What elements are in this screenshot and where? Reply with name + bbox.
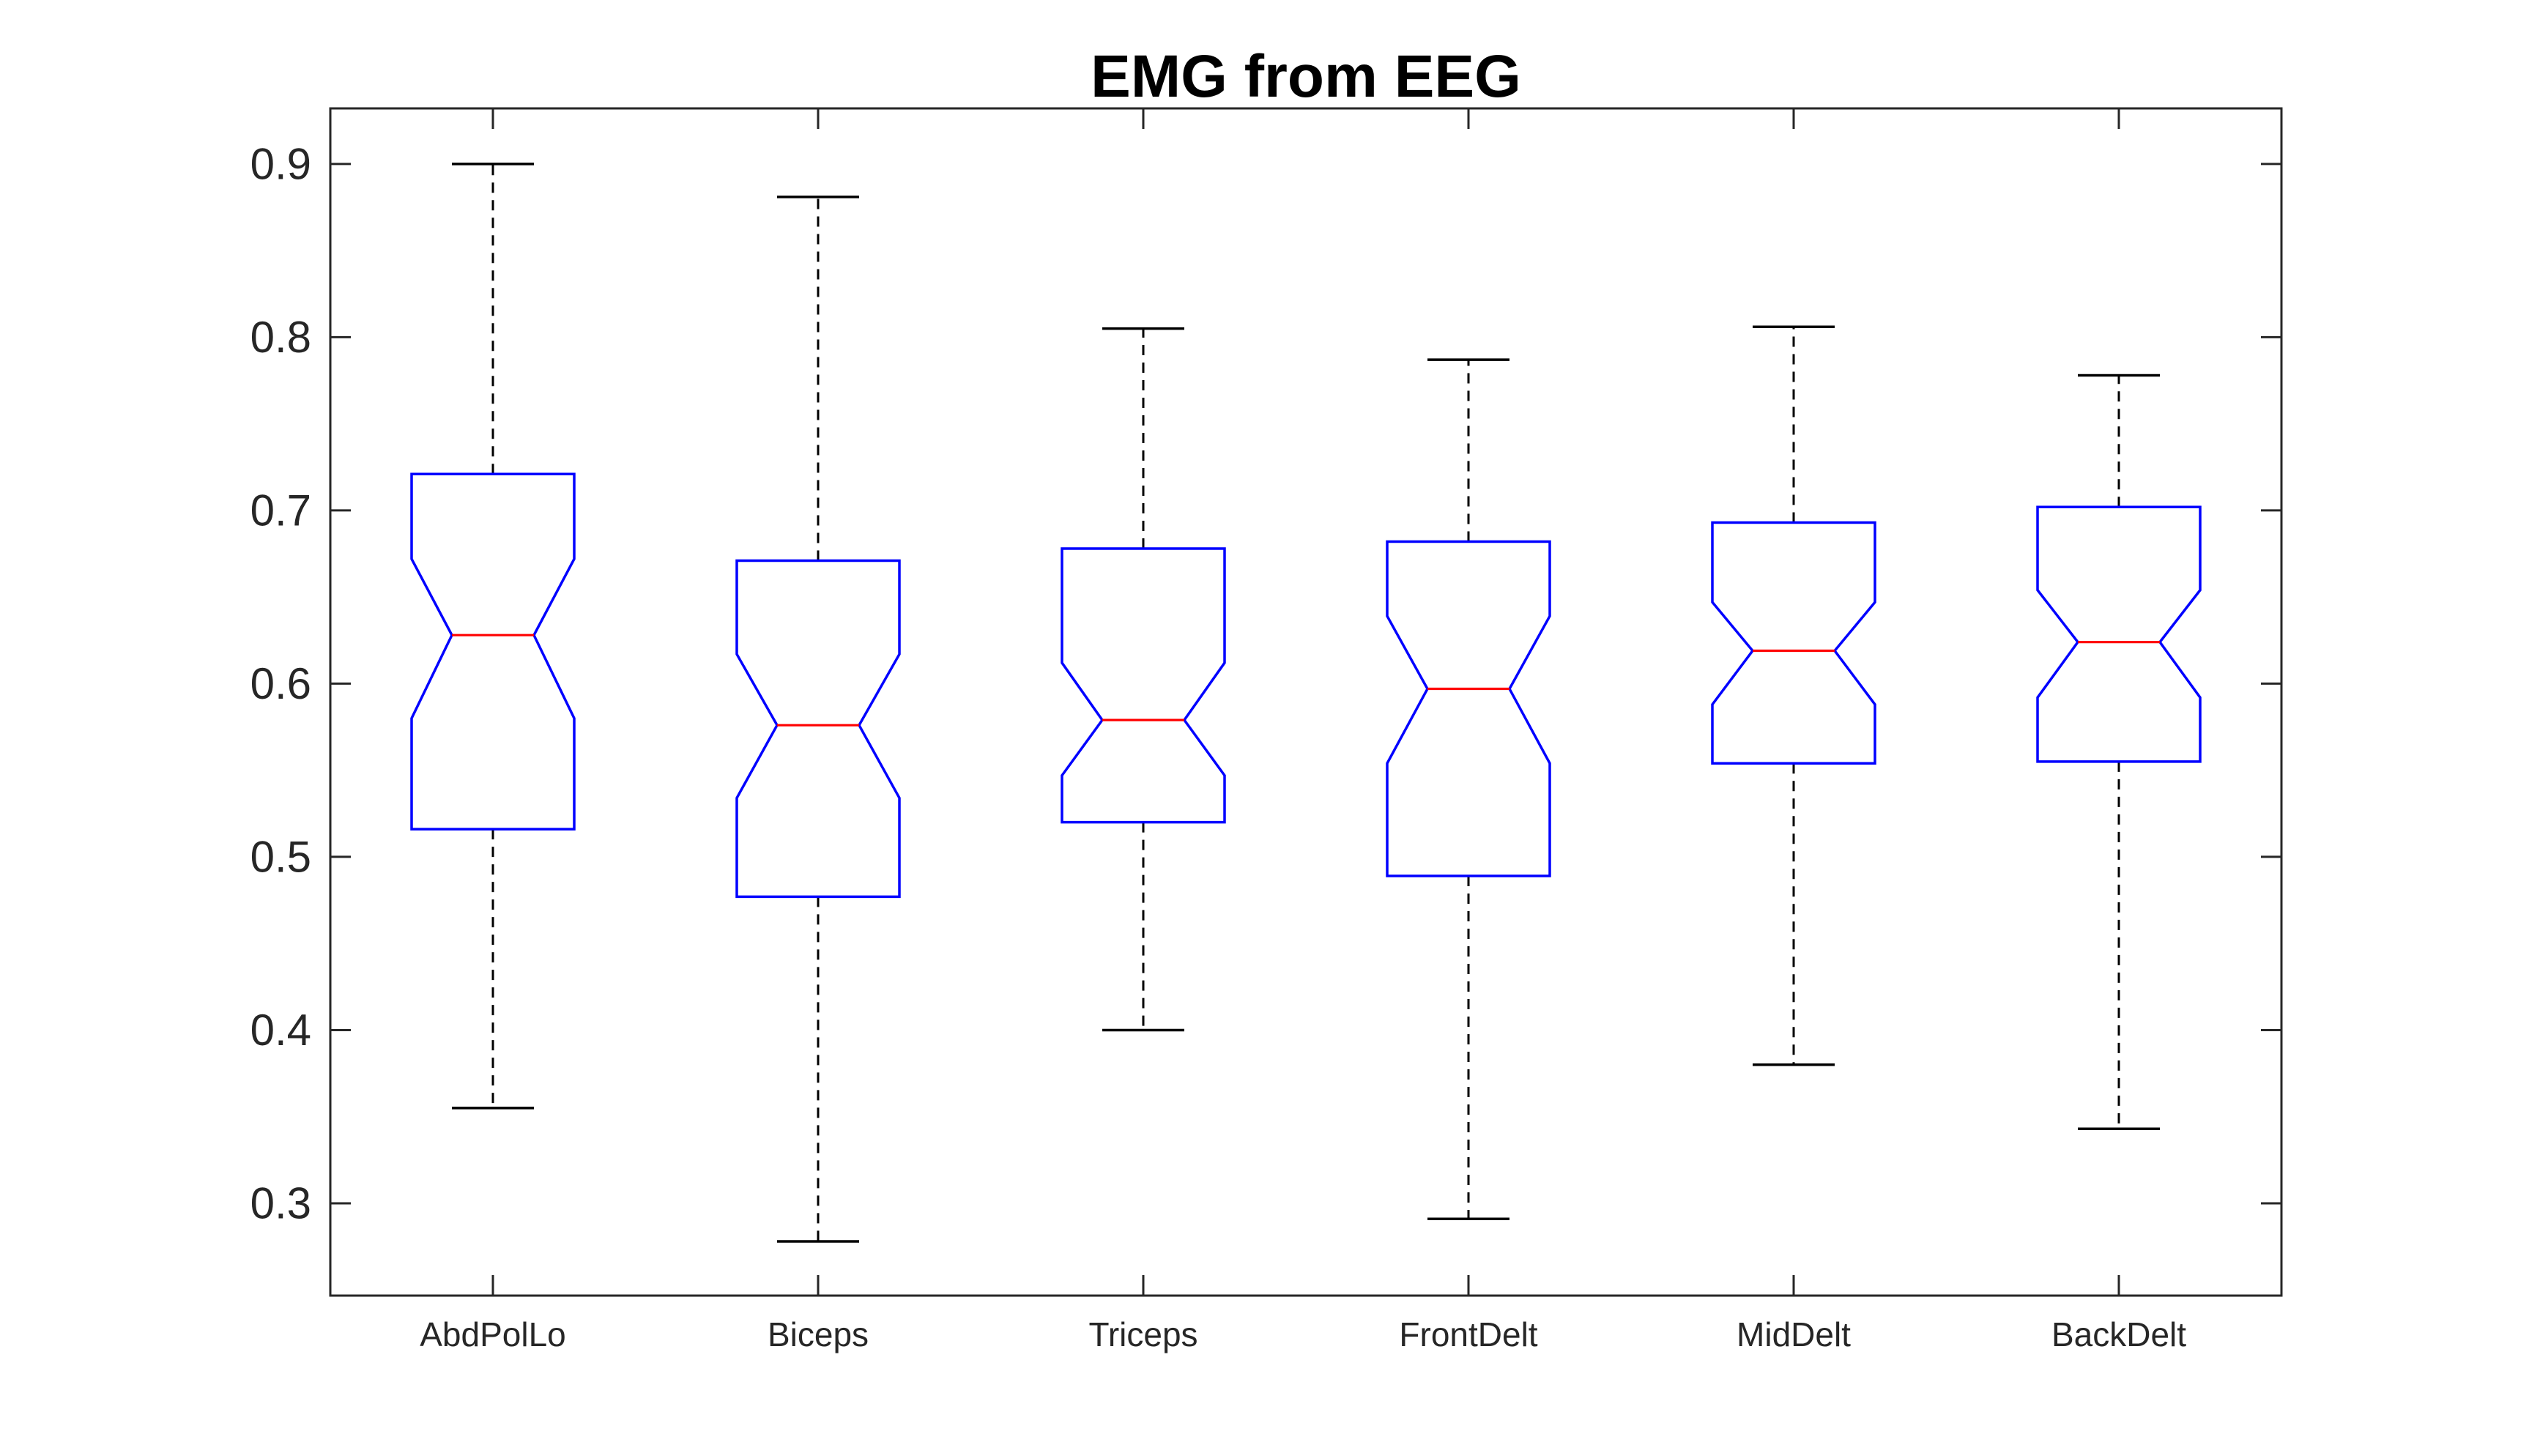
- box-AbdPolLo: [410, 472, 576, 831]
- box-BackDelt: [2036, 505, 2202, 763]
- box-Biceps: [735, 559, 901, 899]
- axes-layer: 0.3 0.4 0.5 0.6 0.7 0.8 0.9 AbdPolLo Biceps Trice…: [250, 107, 2283, 1353]
- axes-frame: [329, 107, 2283, 1297]
- x-tick-label-MidDelt: MidDelt: [1737, 1315, 1851, 1353]
- x-tick-label-BackDelt: BackDelt: [2051, 1315, 2186, 1353]
- x-tick-label-Triceps: Triceps: [1088, 1315, 1197, 1353]
- chart-title: EMG from EEG: [1091, 43, 1521, 110]
- y-tick-label-0.8: 0.8: [250, 313, 311, 362]
- x-tick-label-AbdPolLo: AbdPolLo: [420, 1315, 566, 1353]
- x-tick-label-Biceps: Biceps: [768, 1315, 869, 1353]
- y-tick-label-0.9: 0.9: [250, 139, 311, 188]
- y-tick-label-0.6: 0.6: [250, 659, 311, 708]
- y-tick-label-0.3: 0.3: [250, 1178, 311, 1227]
- box-FrontDelt: [1386, 540, 1551, 877]
- y-tick-label-0.7: 0.7: [250, 486, 311, 535]
- y-tick-label-0.5: 0.5: [250, 832, 311, 881]
- boxplot-series-layer: [410, 163, 2202, 1243]
- x-tick-label-FrontDelt: FrontDelt: [1399, 1315, 1537, 1353]
- y-tick-label-0.4: 0.4: [250, 1006, 311, 1055]
- box-Triceps: [1061, 547, 1226, 824]
- box-MidDelt: [1711, 521, 1876, 765]
